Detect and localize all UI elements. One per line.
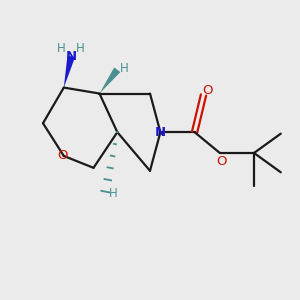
Text: N: N <box>66 50 77 63</box>
Text: H: H <box>76 42 85 55</box>
Text: H: H <box>109 187 117 200</box>
Text: H: H <box>120 62 129 75</box>
Text: N: N <box>155 126 166 139</box>
Text: O: O <box>57 149 68 162</box>
Text: O: O <box>203 84 213 97</box>
Text: H: H <box>57 42 66 55</box>
Polygon shape <box>100 68 120 94</box>
Polygon shape <box>64 56 75 88</box>
Text: O: O <box>216 155 226 168</box>
